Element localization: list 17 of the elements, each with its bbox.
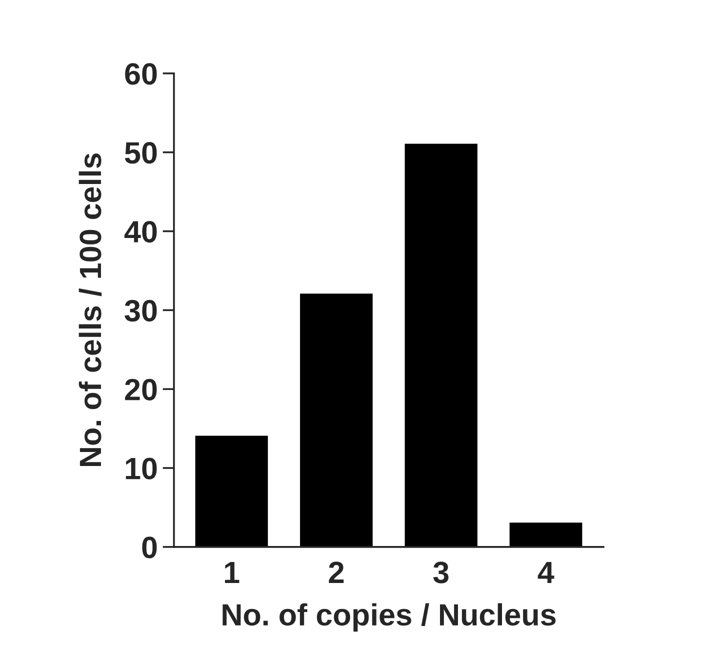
bar [404, 144, 478, 547]
y-tick-label: 40 [124, 220, 157, 243]
x-tick-label: 4 [538, 562, 554, 583]
y-axis-title: No. of cells / 100 cells [78, 153, 102, 466]
y-tick-label: 10 [126, 458, 157, 480]
y-tick-label: 20 [125, 378, 157, 400]
y-tick-label: 0 [142, 536, 157, 558]
bar [510, 522, 582, 547]
bar [195, 436, 268, 547]
y-tick-label: 30 [124, 300, 157, 322]
x-tick-label: 1 [225, 562, 240, 583]
x-tick-label: 3 [433, 562, 448, 584]
x-axis-title: No. of copies / Nucleus [222, 603, 556, 632]
x-tick-label: 2 [328, 562, 344, 583]
bar [300, 294, 373, 547]
y-tick-label: 50 [124, 142, 157, 164]
y-tick-label: 60 [125, 63, 157, 85]
